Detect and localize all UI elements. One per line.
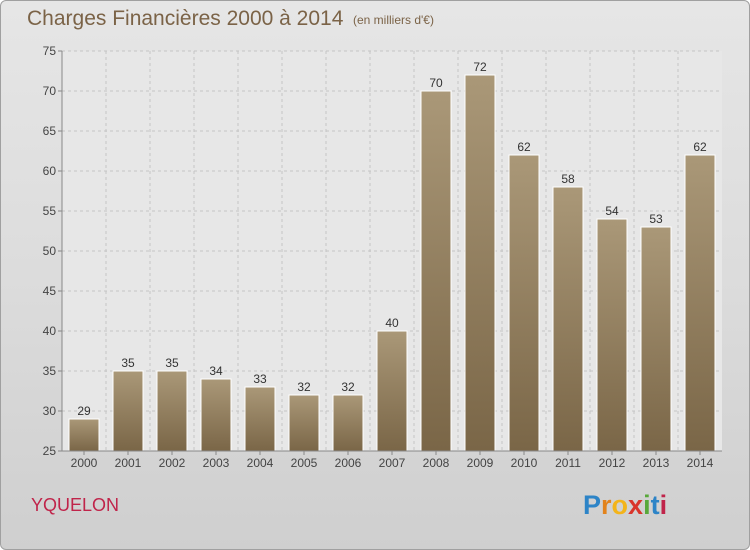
- data-label: 62: [693, 140, 707, 154]
- y-tick-label: 50: [43, 244, 57, 258]
- bar-2011: [552, 186, 584, 452]
- bar-2001: [112, 370, 144, 452]
- x-tick-label: 2007: [379, 456, 406, 470]
- data-label: 54: [605, 204, 619, 218]
- x-tick-label: 2006: [335, 456, 362, 470]
- proxiti-logo: Proxiti: [583, 490, 668, 520]
- x-tick-label: 2009: [467, 456, 494, 470]
- data-label: 35: [165, 356, 179, 370]
- bar-2004: [244, 386, 276, 452]
- x-tick-label: 2013: [643, 456, 670, 470]
- bar-2006: [332, 394, 364, 452]
- x-tick-label: 2011: [555, 456, 581, 470]
- chart-subtitle: (en milliers d'€): [353, 13, 434, 27]
- bar-2002: [156, 370, 188, 452]
- data-label: 58: [561, 172, 575, 186]
- y-tick-label: 25: [43, 444, 57, 458]
- data-label: 34: [209, 364, 223, 378]
- bars: [68, 74, 716, 452]
- data-label: 62: [517, 140, 531, 154]
- data-label: 40: [385, 316, 399, 330]
- x-tick-label: 2010: [511, 456, 538, 470]
- x-tick-label: 2004: [247, 456, 274, 470]
- y-tick-label: 30: [43, 404, 57, 418]
- data-label: 32: [341, 380, 355, 394]
- y-tick-label: 55: [43, 204, 57, 218]
- data-label: 53: [649, 212, 663, 226]
- bar-2005: [288, 394, 320, 452]
- x-tick-label: 2012: [599, 456, 626, 470]
- x-tick-label: 2014: [687, 456, 714, 470]
- data-label: 72: [473, 60, 487, 74]
- bar-2010: [508, 154, 540, 452]
- y-tick-label: 40: [43, 324, 57, 338]
- bar-2013: [640, 226, 672, 452]
- y-tick-label: 45: [43, 284, 57, 298]
- bar-2007: [376, 330, 408, 452]
- x-tick-label: 2003: [203, 456, 230, 470]
- x-tick-label: 2005: [291, 456, 318, 470]
- data-label: 29: [77, 404, 91, 418]
- x-tick-label: 2000: [71, 456, 98, 470]
- y-tick-label: 35: [43, 364, 57, 378]
- x-tick-label: 2008: [423, 456, 450, 470]
- axes: [58, 50, 722, 455]
- x-tick-label: 2001: [115, 456, 142, 470]
- data-label: 32: [297, 380, 311, 394]
- bar-2014: [684, 154, 716, 452]
- y-tick-label: 60: [43, 164, 57, 178]
- bar-2003: [200, 378, 232, 452]
- data-label: 35: [121, 356, 135, 370]
- commune-name: YQUELON: [31, 495, 120, 515]
- data-label: 33: [253, 372, 267, 386]
- bar-2009: [464, 74, 496, 452]
- y-tick-label: 75: [43, 44, 57, 58]
- bar-2000: [68, 418, 100, 452]
- data-label: 70: [429, 76, 443, 90]
- x-tick-label: 2002: [159, 456, 186, 470]
- chart-title: Charges Financières 2000 à 2014: [27, 7, 344, 30]
- y-tick-label: 65: [43, 124, 57, 138]
- bar-2008: [420, 90, 452, 452]
- labels: 25 30 35 40 45 50 55 60 65 70 75 29 2000 35 2001 35 2002…: [43, 44, 714, 470]
- bar-2012: [596, 218, 628, 452]
- y-tick-label: 70: [43, 84, 57, 98]
